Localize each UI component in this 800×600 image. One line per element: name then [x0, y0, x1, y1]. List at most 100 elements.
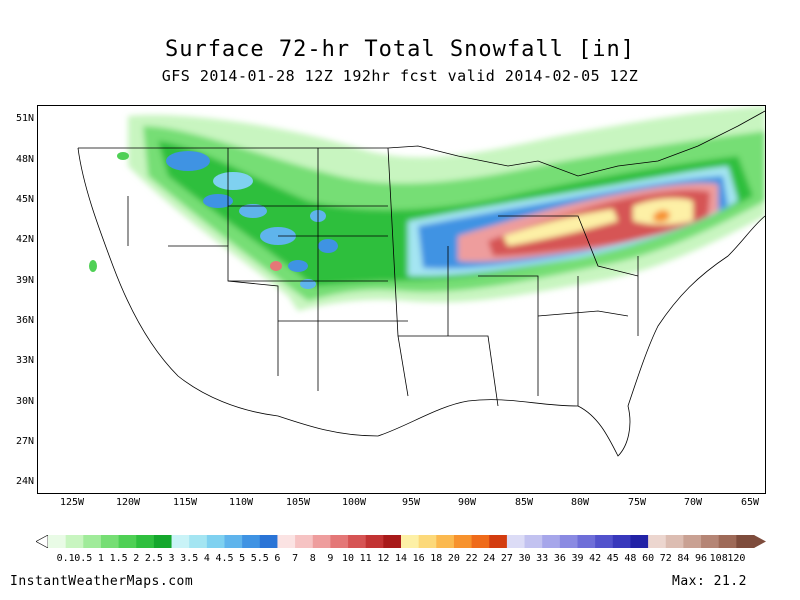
colorbar-swatch [524, 535, 543, 548]
colorbar-swatch [595, 535, 614, 548]
colorbar-swatch [401, 535, 420, 548]
colorbar-label: 42 [589, 553, 602, 564]
colorbar-label: 1.5 [109, 553, 128, 564]
colorbar-label: 3.5 [180, 553, 199, 564]
colorbar-swatch [136, 535, 155, 548]
lon-label: 115W [172, 497, 198, 508]
colorbar-label: 1 [97, 553, 104, 564]
lat-label: 39N [15, 275, 34, 286]
colorbar-swatch [630, 535, 649, 548]
site-credit: InstantWeatherMaps.com [10, 574, 194, 589]
lat-label: 51N [15, 113, 34, 124]
colorbar-swatch [277, 535, 296, 548]
lat-label: 36N [15, 315, 34, 326]
colorbar-swatch [383, 535, 402, 548]
colorbar-swatch [259, 535, 278, 548]
colorbar-label: 2 [133, 553, 140, 564]
lat-label: 42N [15, 234, 34, 245]
colorbar-label: 0.1 [56, 553, 75, 564]
colorbar-label: 33 [536, 553, 549, 564]
colorbar-swatch [48, 535, 67, 548]
colorbar-label: 48 [624, 553, 637, 564]
colorbar-max-arrow [754, 535, 766, 548]
colorbar-swatch [436, 535, 455, 548]
colorbar-swatch [683, 535, 702, 548]
boundary-lines [77, 110, 765, 457]
lat-label: 27N [15, 436, 34, 447]
colorbar-swatch [453, 535, 472, 548]
colorbar-label: 5 [239, 553, 246, 564]
colorbar-swatch [701, 535, 720, 548]
colorbar-label: 96 [695, 553, 708, 564]
colorbar-label: 5.5 [250, 553, 269, 564]
colorbar-label: 11 [359, 553, 372, 564]
colorbar-min-arrow [36, 535, 49, 548]
colorbar-label: 39 [571, 553, 584, 564]
lon-label: 105W [285, 497, 311, 508]
colorbar-label: 12 [377, 553, 390, 564]
colorbar-label: 22 [465, 553, 478, 564]
lon-label: 85W [514, 497, 534, 508]
colorbar-label: 120 [727, 553, 746, 564]
colorbar-label: 14 [394, 553, 408, 564]
colorbar-label: 3 [168, 553, 175, 564]
lon-label: 110W [228, 497, 254, 508]
lon-label: 95W [401, 497, 421, 508]
snowfall-shading [128, 106, 765, 311]
colorbar-swatch [242, 535, 261, 548]
colorbar-swatch [295, 535, 314, 548]
colorbar-swatch [348, 535, 367, 548]
lat-label: 24N [15, 476, 34, 487]
colorbar-swatch [577, 535, 596, 548]
colorbar-swatch [506, 535, 525, 548]
colorbar-swatch [171, 535, 190, 548]
colorbar-label: 4 [203, 553, 210, 564]
max-label: Max: [672, 574, 706, 589]
colorbar-swatch [418, 535, 437, 548]
lon-label: 125W [59, 497, 85, 508]
lat-label: 30N [15, 396, 34, 407]
colorbar-label: 7 [292, 553, 299, 564]
colorbar-label: 84 [677, 553, 690, 564]
colorbar-swatch [471, 535, 490, 548]
snowfall-map-svg [77, 106, 765, 457]
colorbar-label: 108 [709, 553, 728, 564]
lon-label: 75W [627, 497, 647, 508]
colorbar-swatch [542, 535, 561, 548]
colorbar-label: 18 [430, 553, 443, 564]
colorbar-swatch [65, 535, 84, 548]
lon-label: 90W [457, 497, 477, 508]
lon-label: 120W [115, 497, 141, 508]
map-title: Surface 72-hr Total Snowfall [in] [164, 37, 636, 62]
colorbar-label: 20 [447, 553, 460, 564]
colorbar-label: 2.5 [144, 553, 163, 564]
colorbar-label: 60 [642, 553, 655, 564]
colorbar-label: 24 [483, 553, 496, 564]
colorbar-label: 0.5 [74, 553, 93, 564]
mountain-snow-blotches [89, 151, 338, 289]
colorbar-swatch [330, 535, 349, 548]
color-scale-bar [36, 535, 766, 548]
colorbar-label: 6 [274, 553, 281, 564]
max-value: 21.2 [713, 574, 747, 589]
colorbar-swatch [665, 535, 684, 548]
lon-label: 100W [341, 497, 367, 508]
colorbar-swatch [153, 535, 172, 548]
colorbar-label: 9 [327, 553, 334, 564]
colorbar-label: 45 [606, 553, 619, 564]
colorbar-swatch [612, 535, 631, 548]
colorbar-swatch [206, 535, 225, 548]
lat-label: 45N [15, 194, 34, 205]
max-value-readout: Max: 21.2 [672, 574, 747, 589]
colorbar-label: 10 [342, 553, 355, 564]
colorbar-label: 8 [309, 553, 316, 564]
colorbar-label: 16 [412, 553, 425, 564]
colorbar-swatch [718, 535, 737, 548]
map-panel [37, 105, 766, 494]
colorbar-swatch [559, 535, 578, 548]
lat-label: 33N [15, 355, 34, 366]
colorbar-label: 4.5 [215, 553, 234, 564]
colorbar-label: 72 [659, 553, 672, 564]
colorbar-swatch [489, 535, 508, 548]
colorbar-swatch [648, 535, 667, 548]
